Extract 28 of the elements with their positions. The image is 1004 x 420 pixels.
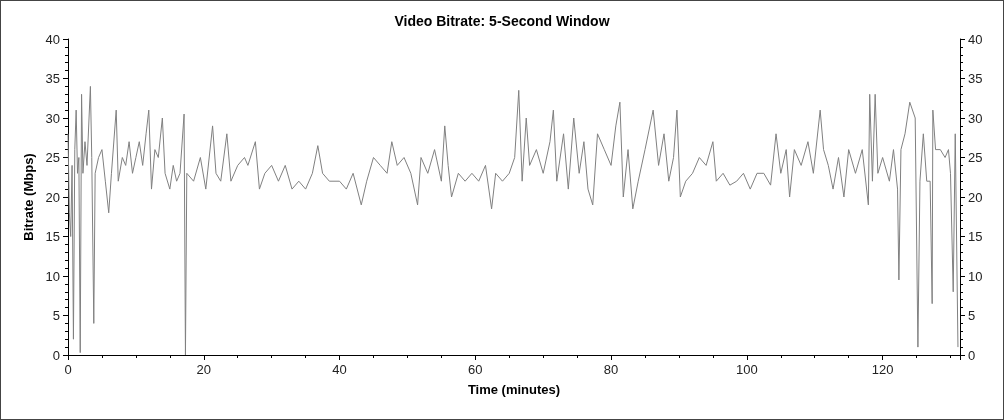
y-tick-label: 35: [45, 71, 60, 86]
y-tick-label: 40: [45, 31, 60, 47]
y-tick-label: 15: [45, 229, 60, 244]
y2-tick-label: 0: [968, 347, 976, 363]
y2-tick-label: 35: [968, 71, 983, 86]
y-tick-label: 5: [52, 308, 60, 323]
y-tick-label: 10: [45, 268, 60, 284]
x-tick-label: 120: [871, 362, 894, 377]
y-tick-label: 20: [45, 189, 60, 205]
y2-tick-label: 40: [968, 31, 983, 47]
y2-tick-label: 5: [968, 308, 976, 323]
x-tick-label: 40: [332, 362, 347, 377]
x-tick-label: 100: [735, 362, 758, 377]
y2-tick-label: 15: [968, 229, 983, 244]
y-tick-label: 0: [52, 347, 60, 363]
y2-tick-label: 25: [968, 150, 983, 165]
y2-tick-label: 20: [968, 189, 983, 205]
y-axis-title: Bitrate (Mbps): [20, 153, 36, 241]
y-tick-label: 25: [45, 150, 60, 165]
y2-tick-label: 10: [968, 268, 983, 284]
x-tick-label: 20: [196, 362, 211, 377]
x-tick-label: 0: [64, 362, 72, 377]
y-tick-label: 30: [45, 110, 60, 126]
x-axis-title: Time (minutes): [467, 382, 561, 397]
y2-tick-label: 30: [968, 110, 983, 126]
x-tick-label: 80: [603, 362, 619, 377]
chart-title: Video Bitrate: 5-Second Window: [394, 13, 610, 29]
x-tick-label: 60: [468, 362, 483, 377]
